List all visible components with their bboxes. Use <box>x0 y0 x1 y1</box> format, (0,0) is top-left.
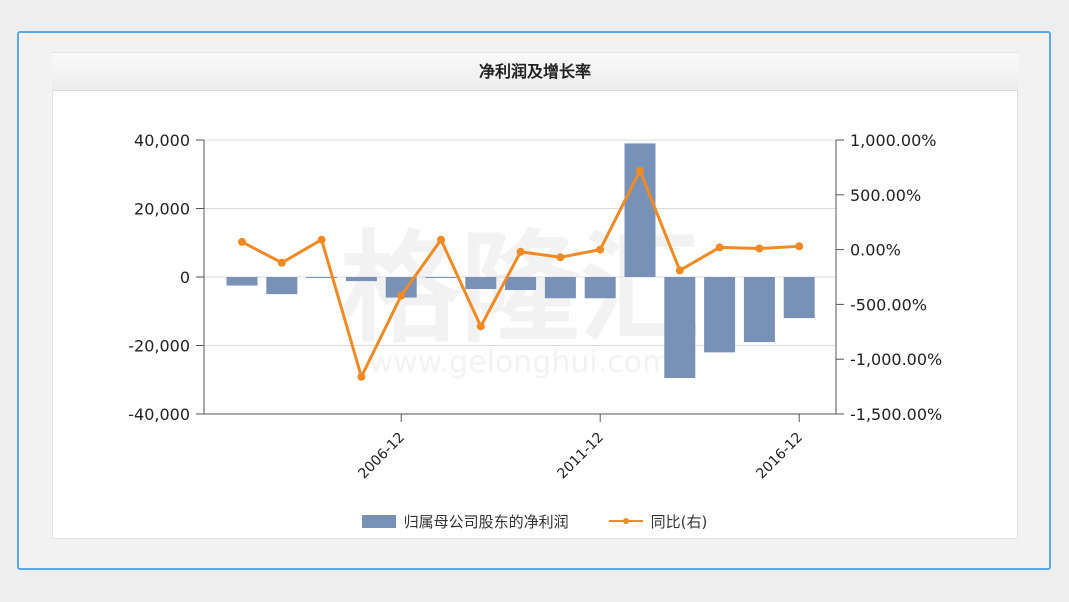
bar[interactable] <box>465 277 497 289</box>
line-point[interactable] <box>397 291 406 300</box>
bar[interactable] <box>425 277 457 279</box>
y-left-tick-label: 0 <box>180 268 190 287</box>
line-point[interactable] <box>715 243 724 252</box>
bar[interactable] <box>226 277 258 286</box>
line-point[interactable] <box>516 247 525 256</box>
legend-bar-label: 归属母公司股东的净利润 <box>403 512 569 531</box>
line-series <box>238 166 804 381</box>
watermark-url: www.gelonghui.com <box>369 345 672 380</box>
line-point[interactable] <box>755 244 764 253</box>
bar[interactable] <box>544 277 576 299</box>
line-point[interactable] <box>317 235 326 244</box>
line-point[interactable] <box>556 253 565 262</box>
legend-line-label: 同比(右) <box>650 512 708 531</box>
line-point[interactable] <box>437 235 445 244</box>
bar[interactable] <box>505 277 537 291</box>
y-right-tick-label: -1,500.00% <box>850 405 942 424</box>
bar[interactable] <box>584 277 616 299</box>
y-left-tick-label: 40,000 <box>134 131 190 150</box>
bar[interactable] <box>743 277 775 343</box>
bar[interactable] <box>783 277 815 319</box>
line-point[interactable] <box>277 258 286 267</box>
line-point[interactable] <box>675 266 684 275</box>
x-tick-label: 2006-12 <box>355 430 408 483</box>
legend-item-line[interactable]: 同比(右) <box>608 511 708 532</box>
line-point[interactable] <box>357 372 366 381</box>
x-tick-label: 2011-12 <box>554 430 607 483</box>
bar[interactable] <box>664 277 696 379</box>
legend-item-bar[interactable]: 归属母公司股东的净利润 <box>361 511 569 532</box>
y-right-tick-label: -1,000.00% <box>850 350 942 369</box>
y-left-tick-label: 20,000 <box>134 200 190 219</box>
bar[interactable] <box>306 277 338 278</box>
bar[interactable] <box>704 277 736 353</box>
legend-line-swatch <box>608 515 643 527</box>
line-point[interactable] <box>596 245 605 254</box>
chart-panel <box>52 52 1018 539</box>
y-right-tick-label: 0.00% <box>850 241 901 260</box>
line-point[interactable] <box>795 242 804 251</box>
y-right-tick-label: -500.00% <box>850 295 927 314</box>
legend: 归属母公司股东的净利润 同比(右) <box>0 509 1069 533</box>
chart-title: 净利润及增长率 <box>52 53 1018 91</box>
y-right-tick-label: 500.00% <box>850 186 921 205</box>
line-point[interactable] <box>238 237 246 246</box>
y-left-tick-label: -40,000 <box>128 405 190 424</box>
bar[interactable] <box>624 143 656 277</box>
y-right-tick-label: 1,000.00% <box>850 131 936 150</box>
x-tick-label: 2016-12 <box>753 430 806 483</box>
y-left-tick-label: -20,000 <box>128 337 190 356</box>
line-point[interactable] <box>476 322 485 331</box>
legend-bar-swatch <box>361 514 396 528</box>
bar[interactable] <box>266 277 298 295</box>
bar[interactable] <box>345 277 377 282</box>
bar-series <box>226 143 815 379</box>
line-point[interactable] <box>636 166 644 175</box>
bar[interactable] <box>385 277 417 298</box>
